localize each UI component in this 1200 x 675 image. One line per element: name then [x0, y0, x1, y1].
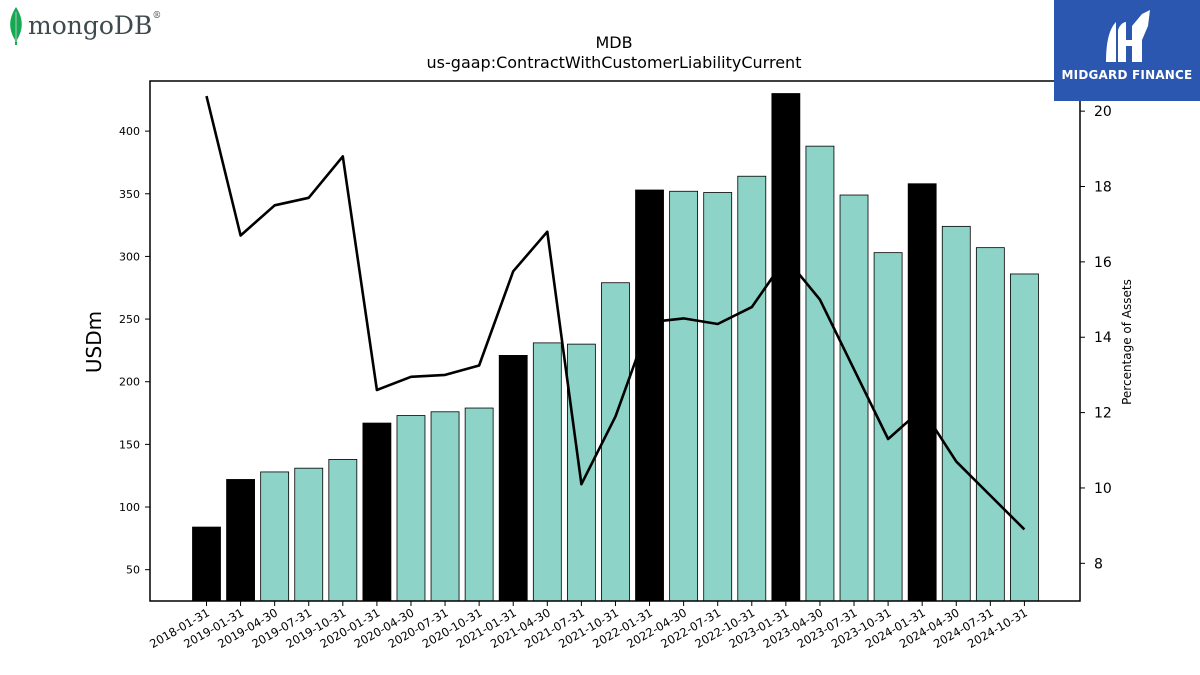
bar: [805, 145, 835, 602]
bar: [907, 183, 937, 602]
bar: [226, 479, 255, 602]
y2-tick-label: 18: [1094, 180, 1112, 196]
y-tick-label: 300: [119, 250, 140, 263]
bar: [703, 192, 733, 602]
bar: [294, 467, 324, 602]
bar: [430, 411, 460, 602]
bar: [260, 471, 290, 602]
bar: [941, 225, 971, 602]
y2-tick-label: 20: [1094, 104, 1112, 120]
bar: [669, 190, 699, 602]
bar: [192, 526, 221, 602]
y2-axis-label: Percentage of Assets: [1120, 279, 1134, 405]
bar: [635, 189, 664, 602]
mongodb-wordmark-text: mongoDB: [28, 11, 153, 40]
bar: [498, 355, 528, 602]
mongodb-logo: mongoDB®: [6, 6, 166, 46]
bar: [737, 175, 767, 602]
y2-tick-label: 14: [1094, 330, 1112, 346]
y-tick-label: 50: [126, 564, 140, 577]
bar: [873, 252, 903, 602]
y-tick-label: 400: [119, 125, 140, 138]
bar: [328, 459, 358, 602]
y-tick-label: 250: [119, 313, 140, 326]
y-tick-label: 150: [119, 438, 140, 451]
y-axis-label: USDm: [82, 311, 106, 373]
bar: [839, 194, 869, 602]
y2-tick-label: 10: [1094, 481, 1112, 497]
bar: [975, 247, 1005, 602]
bar: [464, 407, 494, 602]
chart-title: MDB: [595, 33, 632, 52]
bar: [1010, 273, 1039, 602]
midgard-finance-text: MIDGARD FINANCE: [1061, 68, 1193, 82]
bar: [601, 282, 630, 602]
midgard-finance-logo: MIDGARD FINANCE: [1054, 0, 1200, 101]
y-tick-label: 200: [119, 376, 140, 389]
y2-tick-label: 16: [1094, 255, 1112, 271]
registered-mark: ®: [152, 11, 162, 21]
midgard-logo-icon: [1106, 10, 1150, 62]
bar: [396, 415, 426, 602]
y-tick-label: 350: [119, 188, 140, 201]
y2-tick-label: 12: [1094, 406, 1112, 422]
bar: [771, 93, 801, 602]
y2-tick-label: 8: [1094, 556, 1103, 572]
bar: [362, 422, 392, 602]
y-tick-label: 100: [119, 501, 140, 514]
pct-of-assets-line: [205, 95, 1026, 531]
leaf-icon: [10, 7, 22, 45]
bar: [532, 342, 562, 602]
bar: [566, 343, 596, 602]
chart-subtitle: us-gaap:ContractWithCustomerLiabilityCur…: [427, 53, 802, 72]
mongodb-wordmark: mongoDB®: [28, 11, 161, 40]
